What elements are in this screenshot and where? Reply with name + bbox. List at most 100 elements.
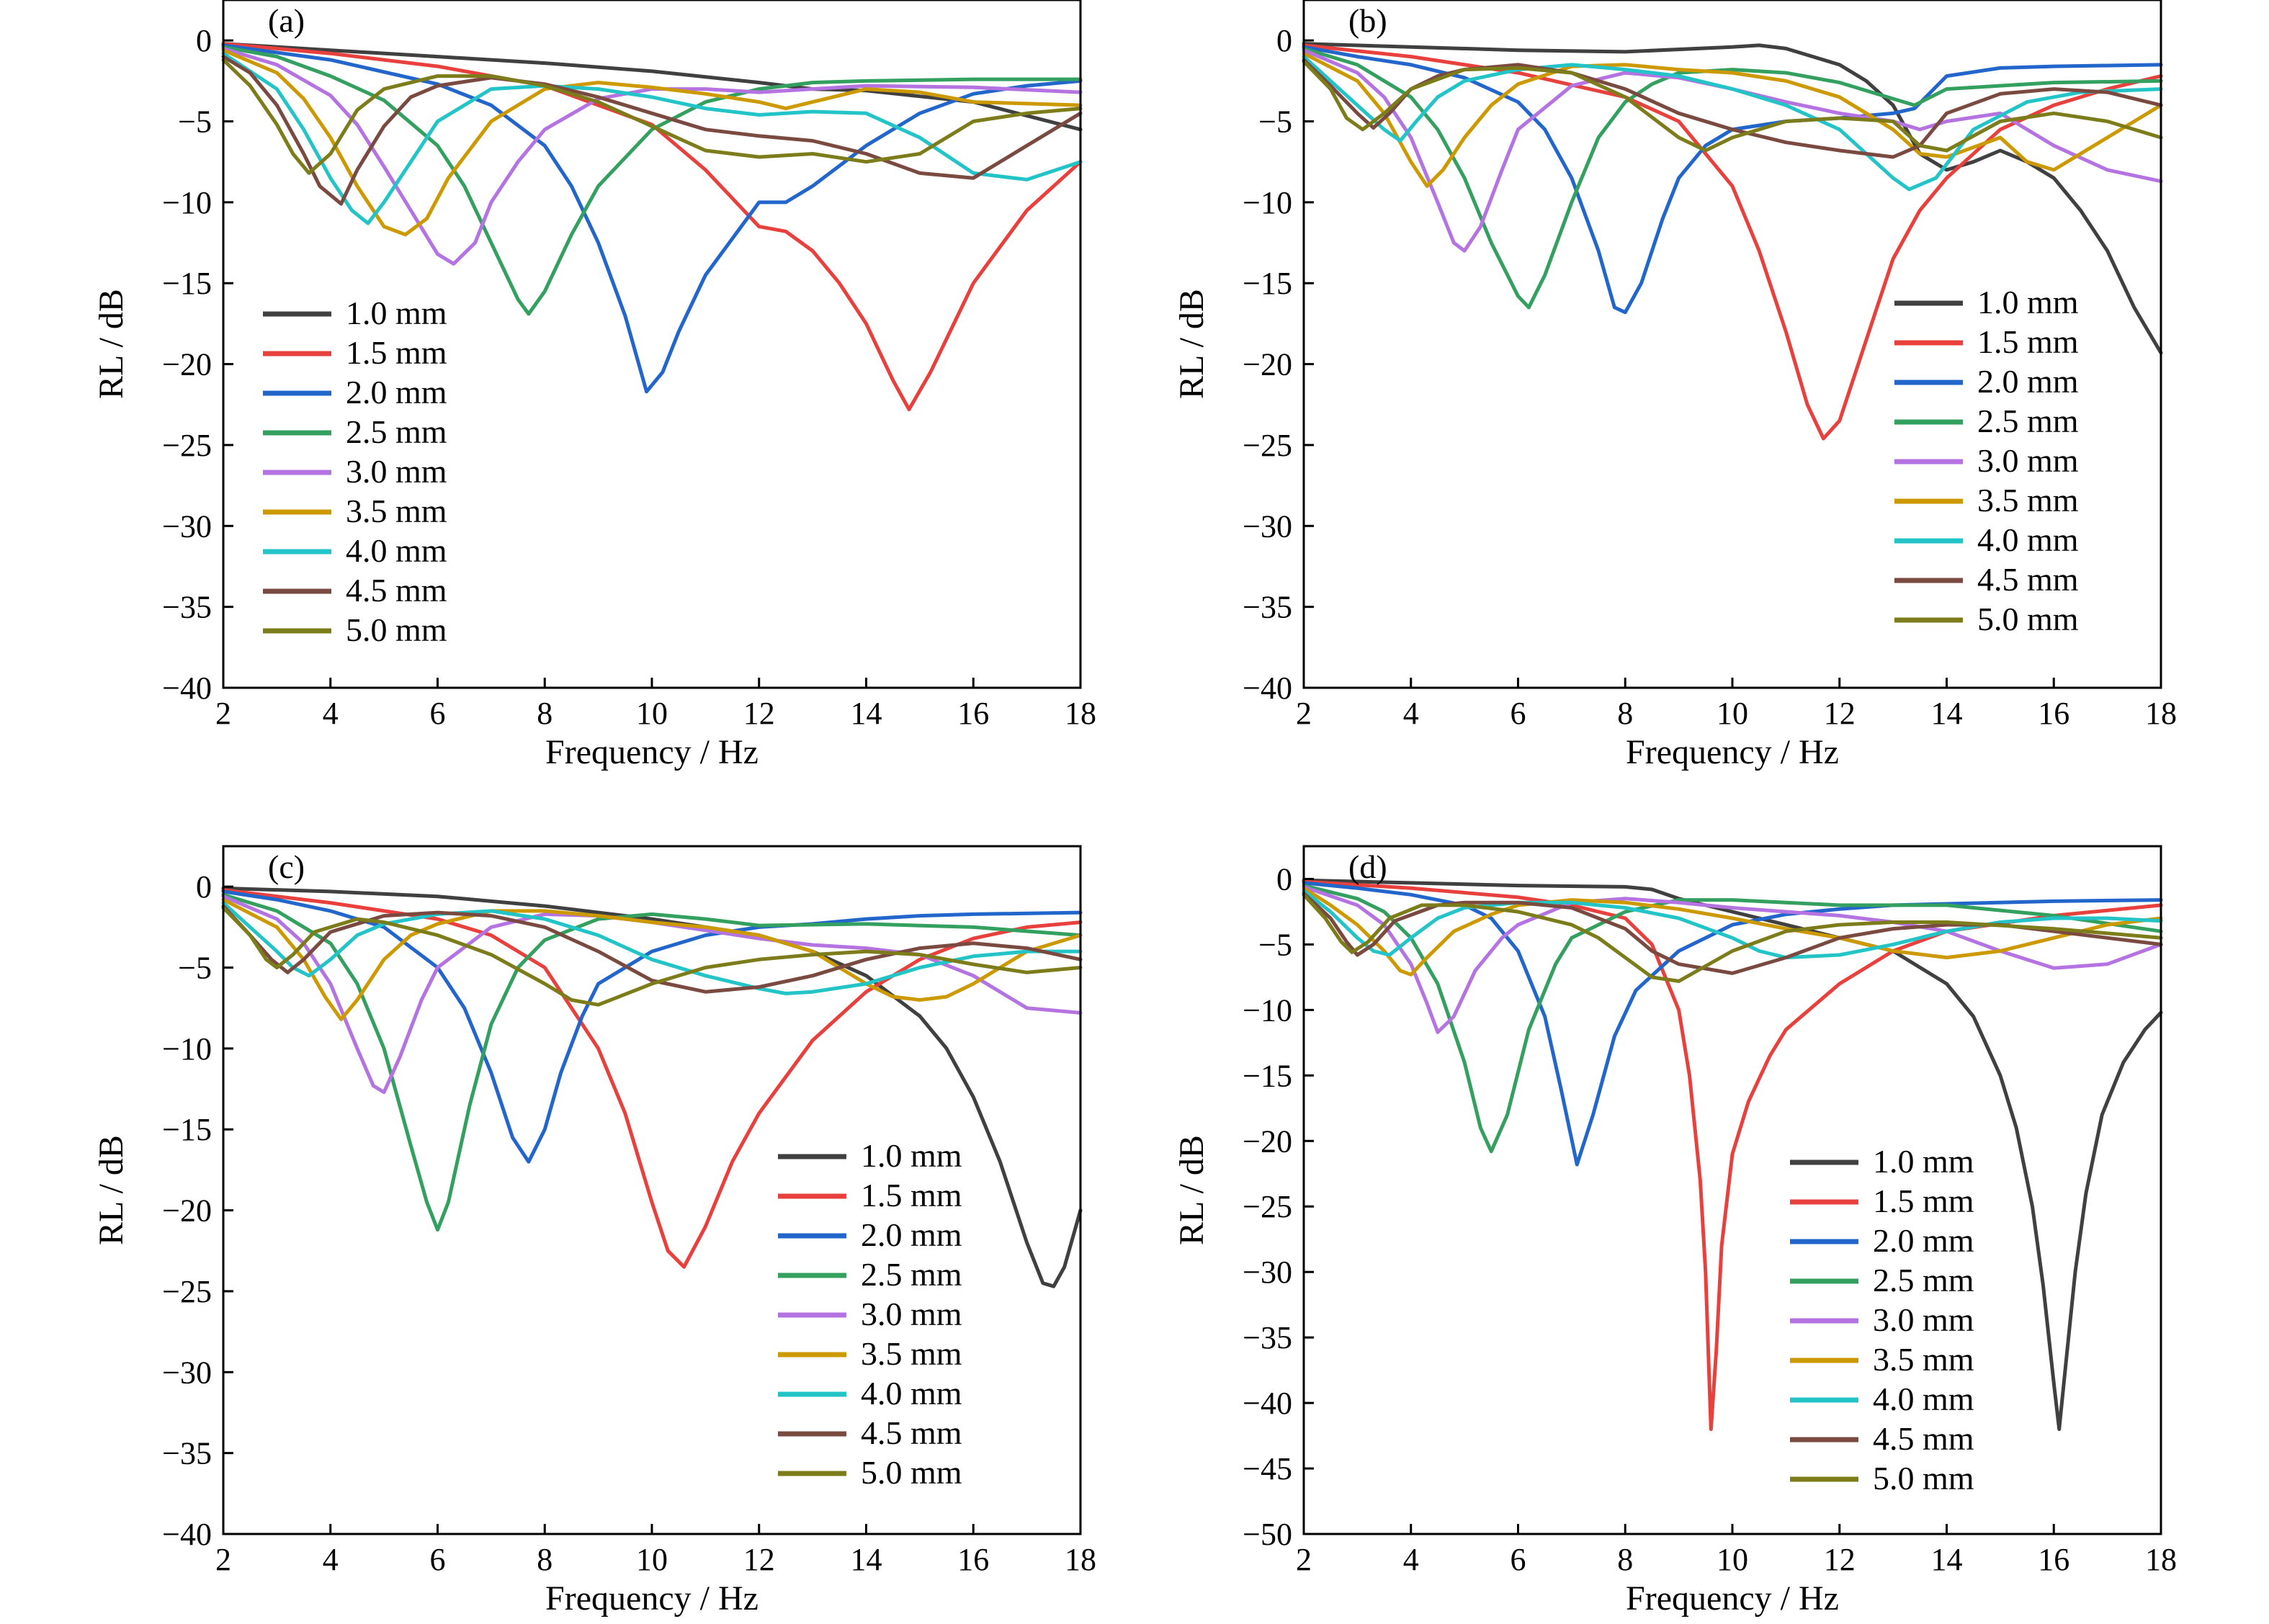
chart-panel-4: 2 4 6 8 10 12 14 16 18 0 −5 −10 −15 −20 −25 −30 −35 −40 −4… — [1173, 845, 2177, 1618]
y-tick-label: −15 — [1243, 266, 1292, 301]
x-tick-label: 10 — [1717, 696, 1748, 731]
y-tick-label: −10 — [1243, 992, 1292, 1028]
x-tick-label: 10 — [636, 1542, 668, 1577]
x-tick-label: 12 — [743, 696, 775, 731]
legend-entry: 5.0 mm — [861, 1454, 962, 1491]
legend-entry: 4.0 mm — [1977, 521, 2079, 558]
legend-entry: 1.0 mm — [861, 1137, 962, 1174]
y-tick-label: −25 — [162, 428, 212, 463]
x-tick-label: 16 — [2038, 1542, 2069, 1577]
y-tick-label: −40 — [1243, 1386, 1292, 1421]
x-tick-label: 18 — [2145, 696, 2177, 731]
x-axis-label: Frequency / Hz — [545, 1579, 758, 1618]
series-line-5-0-mm — [221, 58, 1083, 175]
y-tick-label: −25 — [1243, 428, 1292, 463]
y-tick-label: −20 — [1243, 347, 1292, 382]
legend-entry: 1.5 mm — [346, 334, 447, 371]
y-tick-label: −5 — [178, 951, 212, 986]
y-axis-label: RL / dB — [1173, 289, 1211, 399]
series-line-3-5-mm — [1302, 51, 2163, 188]
legend-entry: 5.0 mm — [1873, 1460, 1974, 1497]
series-line-2-0-mm — [1302, 45, 2163, 315]
series-line-1-5-mm — [1302, 879, 2163, 1431]
legend: 1.0 mm1.5 mm2.0 mm2.5 mm3.0 mm3.5 mm4.0 … — [1790, 1143, 1974, 1497]
legend-entry: 5.0 mm — [1977, 601, 2079, 637]
series-line-1-5-mm — [1302, 43, 2163, 441]
x-tick-label: 14 — [1931, 696, 1963, 731]
x-tick-label: 18 — [1065, 696, 1096, 731]
legend-entry: 3.5 mm — [1977, 482, 2079, 519]
legend: 1.0 mm1.5 mm2.0 mm2.5 mm3.0 mm3.5 mm4.0 … — [263, 295, 447, 648]
legend: 1.0 mm1.5 mm2.0 mm2.5 mm3.0 mm3.5 mm4.0 … — [1894, 284, 2079, 637]
legend-entry: 2.5 mm — [1873, 1262, 1974, 1298]
series-line-4-0-mm — [221, 901, 1083, 995]
series-line-4-5-mm — [1302, 58, 2163, 159]
x-axis-label: Frequency / Hz — [545, 733, 758, 771]
series-line-3-0-mm — [1302, 48, 2163, 253]
legend-entry: 2.0 mm — [861, 1216, 962, 1253]
legend-entry: 2.5 mm — [861, 1256, 962, 1293]
series-line-3-0-mm — [221, 46, 1083, 266]
series-line-4-0-mm — [1302, 889, 2163, 960]
series-line-1-0-mm — [1302, 878, 2163, 1431]
x-tick-label: 2 — [215, 696, 231, 731]
x-tick-label: 4 — [323, 1542, 339, 1577]
y-tick-label: −50 — [1243, 1517, 1292, 1552]
x-tick-label: 2 — [215, 1542, 231, 1577]
x-tick-label: 6 — [1511, 1542, 1526, 1577]
y-tick-label: −20 — [162, 347, 212, 382]
series-line-2-0-mm — [1302, 881, 2163, 1167]
legend-entry: 1.5 mm — [1873, 1183, 1974, 1219]
legend-entry: 1.5 mm — [1977, 323, 2079, 360]
x-axis-label: Frequency / Hz — [1626, 1579, 1839, 1618]
x-tick-label: 6 — [430, 696, 446, 731]
x-tick-label: 6 — [1511, 696, 1526, 731]
x-tick-label: 12 — [1824, 1542, 1856, 1577]
legend-entry: 2.5 mm — [1977, 403, 2079, 439]
x-tick-label: 2 — [1296, 1542, 1312, 1577]
y-tick-label: 0 — [196, 23, 212, 58]
series-line-1-5-mm — [221, 888, 1083, 1269]
legend-entry: 3.5 mm — [1873, 1341, 1974, 1378]
legend-entry: 2.0 mm — [1873, 1222, 1974, 1259]
x-tick-label: 16 — [957, 1542, 989, 1577]
legend: 1.0 mm1.5 mm2.0 mm2.5 mm3.0 mm3.5 mm4.0 … — [778, 1137, 962, 1491]
series-line-5-0-mm — [221, 905, 1083, 1007]
y-tick-label: −20 — [1243, 1123, 1292, 1159]
x-tick-label: 16 — [957, 696, 989, 731]
x-tick-label: 16 — [2038, 696, 2069, 731]
x-tick-label: 8 — [1617, 696, 1633, 731]
legend-entry: 4.0 mm — [861, 1375, 962, 1412]
y-tick-label: 0 — [196, 869, 212, 905]
series-line-3-5-mm — [1302, 886, 2163, 977]
series-line-3-5-mm — [221, 897, 1083, 1021]
series-line-3-5-mm — [221, 48, 1083, 237]
x-tick-label: 14 — [851, 696, 882, 731]
panel-label: (c) — [268, 848, 305, 885]
y-tick-label: −40 — [162, 670, 212, 706]
chart-panel-2: 2 4 6 8 10 12 14 16 18 0 −5 −10 −15 −20 −25 −30 −35 −40 Fr… — [1173, 0, 2177, 771]
y-tick-label: −5 — [1258, 927, 1292, 962]
legend-entry: 1.0 mm — [346, 295, 447, 331]
y-tick-label: −30 — [1243, 508, 1292, 544]
x-axis-label: Frequency / Hz — [1626, 733, 1839, 771]
legend-entry: 3.0 mm — [1873, 1301, 1974, 1338]
series-line-4-5-mm — [221, 904, 1083, 994]
y-tick-label: −10 — [162, 1031, 212, 1067]
y-tick-label: −35 — [1243, 1320, 1292, 1355]
legend-entry: 5.0 mm — [346, 611, 447, 648]
chart-panel-3: 2 4 6 8 10 12 14 16 18 0 −5 −10 −15 −20 −25 −30 −35 −40 Fr… — [92, 845, 1096, 1618]
legend-entry: 3.5 mm — [861, 1335, 962, 1372]
x-tick-label: 14 — [851, 1542, 882, 1577]
legend-entry: 4.5 mm — [1873, 1420, 1974, 1457]
series-line-4-0-mm — [1302, 55, 2163, 192]
x-tick-label: 4 — [1403, 1542, 1419, 1577]
x-tick-label: 8 — [1617, 1542, 1633, 1577]
x-tick-label: 12 — [1824, 696, 1856, 731]
series-line-2-5-mm — [1302, 46, 2163, 310]
y-tick-label: −35 — [162, 590, 212, 625]
x-tick-label: 6 — [430, 1542, 446, 1577]
series-line-2-5-mm — [221, 45, 1083, 316]
y-tick-label: −20 — [162, 1193, 212, 1229]
x-tick-label: 10 — [1717, 1542, 1748, 1577]
